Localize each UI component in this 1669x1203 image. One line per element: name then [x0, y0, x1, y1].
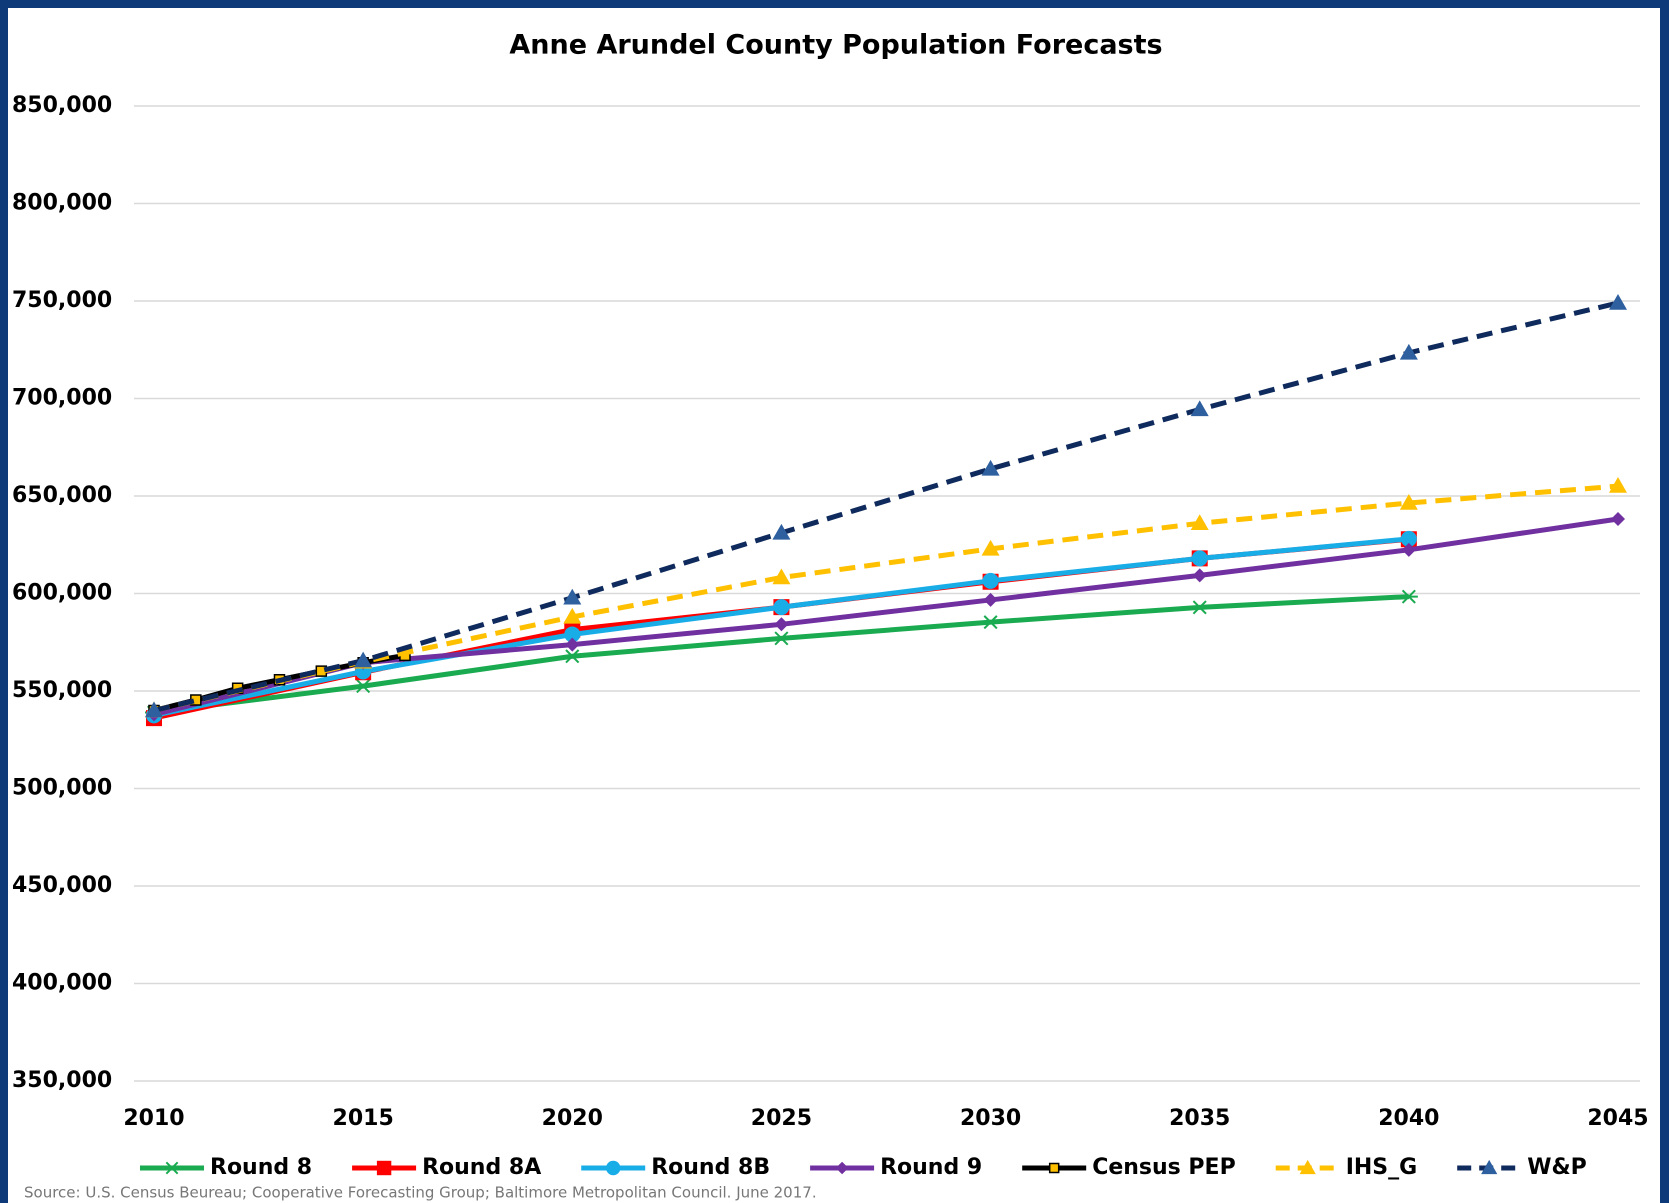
- legend-label: Round 8A: [422, 1155, 541, 1180]
- marker: [376, 1160, 392, 1176]
- marker: [772, 523, 791, 540]
- marker: [563, 607, 582, 624]
- y-tick-label: 800,000: [12, 191, 112, 216]
- marker: [1399, 589, 1418, 604]
- x-tick-label: 2025: [751, 1106, 812, 1131]
- marker: [145, 701, 163, 718]
- marker: [1400, 530, 1417, 547]
- marker: [565, 637, 580, 652]
- x-tick-label: 2020: [542, 1106, 603, 1131]
- marker: [835, 1161, 849, 1175]
- x-tick-label: 2030: [960, 1106, 1021, 1131]
- y-tick-label: 450,000: [12, 873, 112, 898]
- marker: [1190, 400, 1209, 417]
- y-tick-label: 350,000: [12, 1068, 112, 1093]
- marker: [1192, 568, 1207, 583]
- marker: [981, 459, 1000, 476]
- legend-label: W&P: [1527, 1155, 1587, 1180]
- legend-label: Round 8B: [651, 1155, 770, 1180]
- chart-area: [8, 8, 1660, 1203]
- marker: [1190, 600, 1209, 615]
- y-tick-label: 500,000: [12, 776, 112, 801]
- marker: [1399, 494, 1418, 510]
- marker: [163, 1161, 181, 1175]
- marker: [772, 631, 791, 646]
- marker: [564, 626, 581, 643]
- marker: [563, 588, 582, 605]
- y-tick-label: 850,000: [12, 93, 112, 118]
- y-tick-label: 550,000: [12, 678, 112, 703]
- marker: [1609, 477, 1627, 493]
- y-tick-label: 650,000: [12, 483, 112, 508]
- marker: [1609, 293, 1627, 310]
- marker: [1190, 514, 1209, 531]
- marker: [773, 599, 790, 616]
- marker: [774, 617, 789, 632]
- x-tick-label: 2035: [1169, 1106, 1230, 1131]
- marker: [354, 679, 373, 694]
- legend-label: IHS_G: [1346, 1155, 1418, 1180]
- marker: [1048, 1162, 1060, 1174]
- marker: [983, 592, 998, 607]
- x-tick-label: 2015: [333, 1106, 394, 1131]
- marker: [1611, 512, 1625, 527]
- x-tick-label: 2040: [1378, 1106, 1439, 1131]
- marker: [1481, 1159, 1498, 1175]
- x-tick-label: 2010: [123, 1106, 184, 1131]
- y-tick-label: 750,000: [12, 288, 112, 313]
- legend-label: Round 9: [880, 1155, 982, 1180]
- marker: [1399, 343, 1418, 360]
- marker: [982, 572, 999, 589]
- chart-title: Anne Arundel County Population Forecasts: [509, 30, 1162, 61]
- marker: [354, 651, 373, 668]
- y-tick-label: 600,000: [12, 581, 112, 606]
- x-tick-label: 2045: [1587, 1106, 1648, 1131]
- marker: [1401, 542, 1416, 557]
- marker: [315, 665, 328, 677]
- source-note: Source: U.S. Census Beureau; Cooperative…: [24, 1184, 817, 1202]
- legend-label: Round 8: [210, 1155, 312, 1180]
- y-tick-label: 400,000: [12, 971, 112, 996]
- marker: [606, 1160, 621, 1176]
- y-tick-label: 700,000: [12, 386, 112, 411]
- series-line: [153, 516, 1619, 717]
- marker: [981, 539, 1000, 556]
- marker: [981, 615, 1000, 630]
- legend-label: Census PEP: [1092, 1155, 1236, 1180]
- marker: [772, 568, 791, 585]
- marker: [1299, 1159, 1316, 1175]
- series-line: [153, 483, 1619, 713]
- marker: [563, 649, 582, 664]
- series-line: [153, 300, 1619, 713]
- marker: [1191, 550, 1208, 567]
